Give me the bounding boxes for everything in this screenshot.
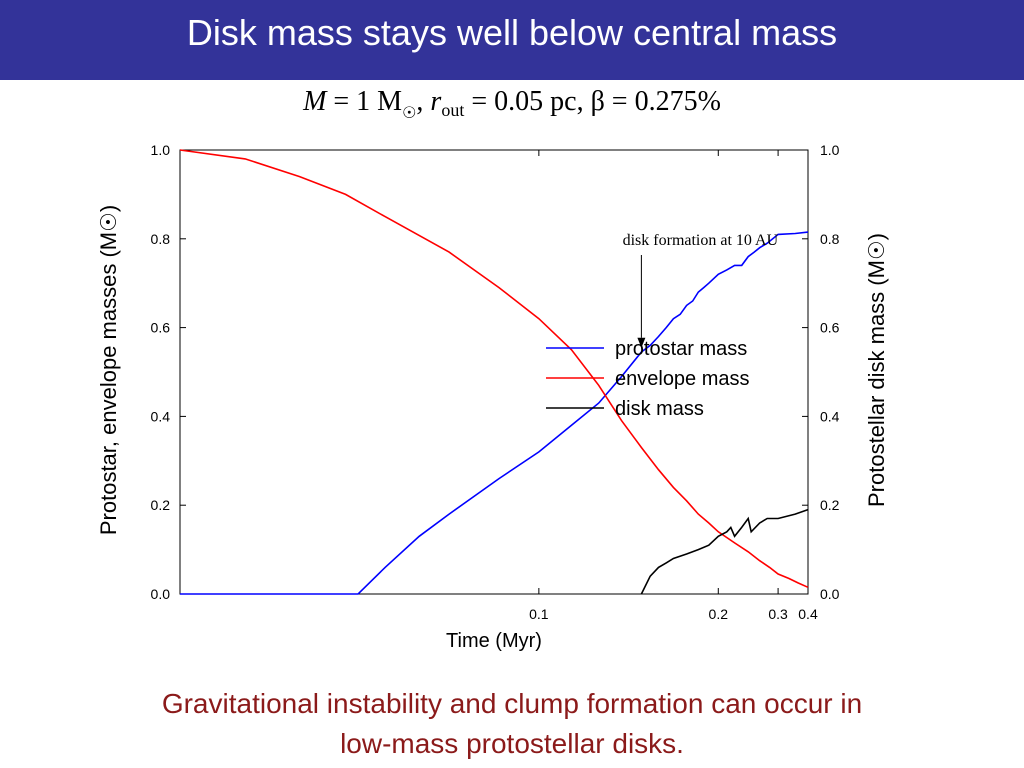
caption-line-2: low-mass protostellar disks. [340, 728, 684, 759]
radius-subscript: out [441, 100, 465, 120]
caption-line-1: Gravitational instability and clump form… [161, 688, 863, 719]
y-tick-label-right: 0.8 [820, 231, 840, 247]
x-tick-label: 0.2 [709, 606, 729, 622]
y-tick-label-right: 0.4 [820, 408, 840, 424]
plot-frame [179, 149, 809, 595]
y-tick-label-right: 1.0 [820, 142, 840, 158]
series-line [179, 149, 809, 589]
legend-label: envelope mass [615, 368, 750, 390]
y-tick-label-right: 0.6 [820, 320, 840, 336]
caption: Gravitational instability and clump form… [0, 684, 1024, 764]
series-line [640, 508, 809, 595]
series-line [180, 231, 809, 595]
y-axis-label-right: Protostellar disk mass (M☉) [864, 233, 889, 507]
mass-symbol: M [303, 86, 327, 117]
legend-label: protostar mass [615, 338, 747, 360]
annotation-arrow-head [637, 337, 646, 348]
solar-symbol: ☉ [402, 105, 417, 122]
x-tick-label: 0.3 [768, 606, 788, 622]
y-tick-label-left: 0.0 [151, 586, 171, 602]
y-tick-label-left: 0.4 [151, 408, 171, 424]
y-tick-label-left: 0.8 [151, 231, 171, 247]
parameter-line: M = 1 M☉, rout = 0.05 pc, β = 0.275% [303, 86, 721, 122]
y-tick-label-left: 0.6 [151, 320, 171, 336]
legend-label: disk mass [615, 398, 704, 420]
annotation-text: disk formation at 10 AU [623, 232, 779, 249]
radius-symbol: r [430, 86, 442, 117]
y-tick-label-right: 0.2 [820, 497, 840, 513]
parameter-rest: = 0.05 pc, β = 0.275% [464, 86, 721, 117]
x-tick-label: 0.4 [798, 606, 818, 622]
x-axis-label: Time (Myr) [446, 630, 542, 652]
y-tick-label-right: 0.0 [820, 586, 840, 602]
y-tick-label-left: 0.2 [151, 497, 171, 513]
slide-title: Disk mass stays well below central mass [186, 12, 838, 53]
mass-value: = 1 M [326, 86, 403, 117]
x-tick-label: 0.1 [529, 606, 549, 622]
y-tick-label-left: 1.0 [151, 142, 171, 158]
title-bar [0, 0, 1024, 80]
y-axis-label-left: Protostar, envelope masses (M☉) [96, 205, 121, 535]
